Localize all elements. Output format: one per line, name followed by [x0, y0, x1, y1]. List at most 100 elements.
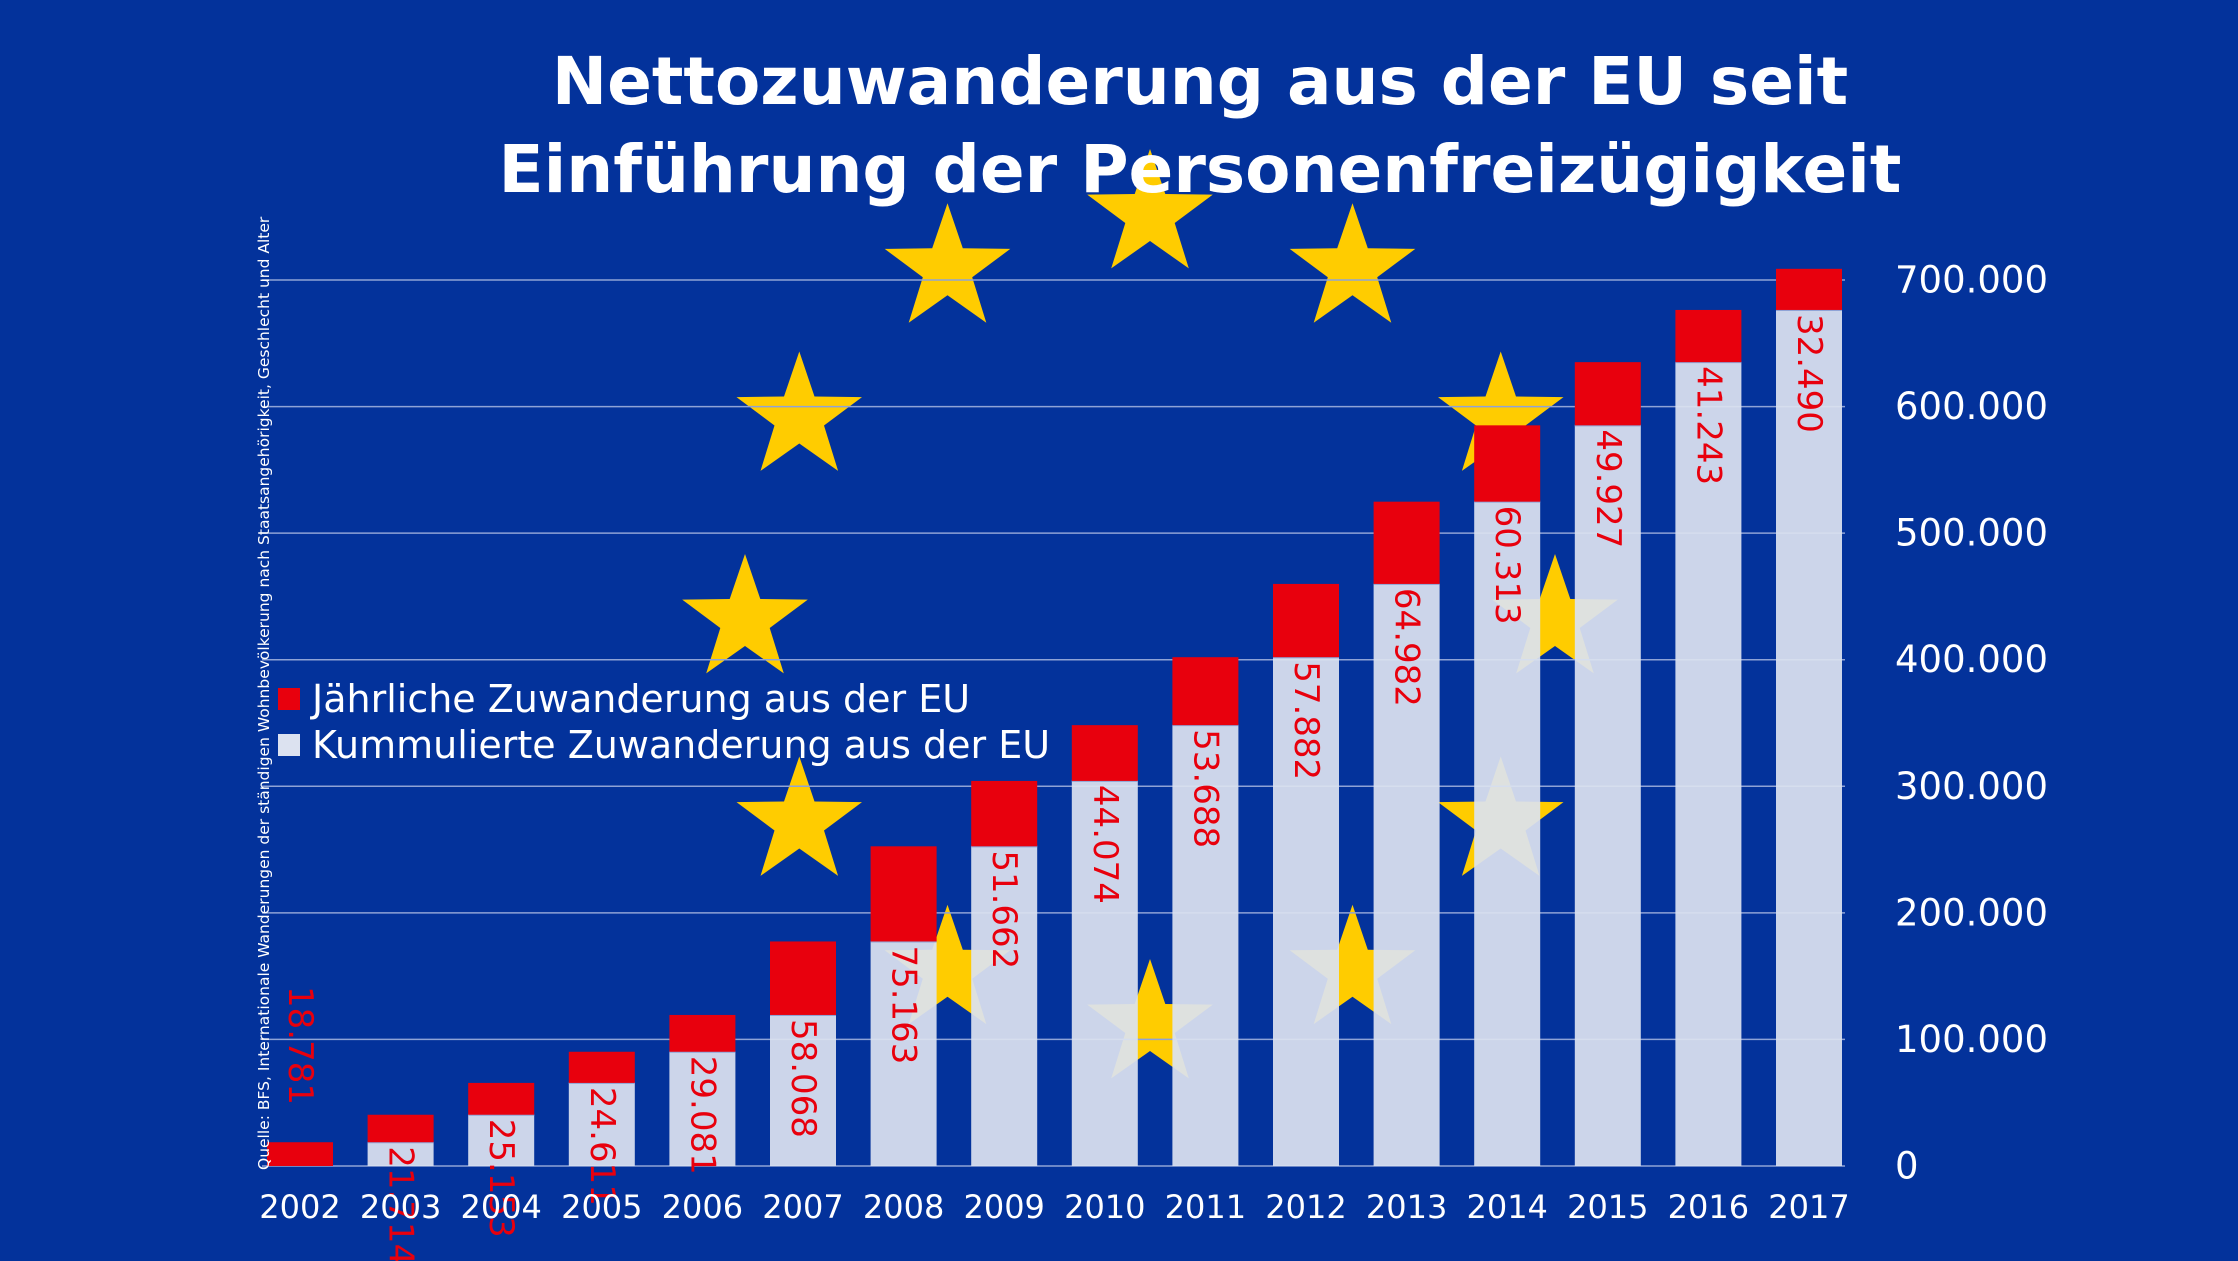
- data-label: 58.068: [783, 1019, 823, 1138]
- bar-annual: [1474, 425, 1541, 502]
- x-tick-label: 2008: [863, 1188, 944, 1226]
- data-label: 53.688: [1185, 729, 1225, 848]
- bar-cumulative: [770, 1014, 836, 1166]
- x-axis-ticks: 2002 2003 2004 2005 2006 2007 2008 2009 2010 2011…: [259, 1188, 1849, 1226]
- data-label: 51.662: [984, 850, 1024, 969]
- bar-cumulative: [870, 941, 937, 1166]
- bar-cumulative: [669, 1051, 736, 1166]
- bar-annual: [468, 1082, 535, 1115]
- bar-cumulative: [971, 846, 1038, 1166]
- x-tick-label: 2007: [762, 1188, 843, 1226]
- legend-swatch-annual: [278, 688, 300, 710]
- bar-annual: [870, 846, 937, 942]
- bar-cumulative: [568, 1082, 635, 1166]
- bar-annual: [1776, 268, 1842, 310]
- bar-annual: [568, 1051, 635, 1083]
- title-line-2: Einführung der Personenfreizügigkeit: [498, 131, 1902, 208]
- bar-cumulative: [367, 1142, 434, 1166]
- legend: Jährliche Zuwanderung aus der EU Kummuli…: [278, 676, 1050, 768]
- x-tick-label: 2002: [259, 1188, 340, 1226]
- x-tick-label: 2012: [1265, 1188, 1346, 1226]
- bar-cumulative: [1776, 309, 1842, 1166]
- x-tick-label: 2004: [460, 1188, 541, 1226]
- legend-item-cumulative: Kummulierte Zuwanderung aus der EU: [278, 722, 1050, 768]
- bar-cumulative: [1373, 583, 1440, 1166]
- y-tick-label: 700.000: [1895, 259, 2048, 302]
- bar-cumulative: [1071, 780, 1138, 1166]
- eu-star-icon: [1289, 203, 1416, 323]
- eu-star-icon: [1492, 554, 1618, 674]
- eu-star-icon: [1087, 149, 1213, 269]
- bar-annual: [267, 1142, 333, 1166]
- data-label: 64.982: [1387, 588, 1427, 707]
- eu-star-icon: [884, 904, 1011, 1025]
- x-tick-label: 2010: [1064, 1188, 1145, 1226]
- data-label: 18.781: [280, 986, 320, 1105]
- title-line-1: Nettozuwanderung aus der EU seit: [551, 43, 1849, 120]
- bar-annual: [669, 1014, 736, 1052]
- bar-annual: [367, 1114, 434, 1143]
- y-tick-label: 600.000: [1895, 385, 2048, 428]
- legend-swatch-cumulative: [278, 734, 300, 756]
- y-tick-label: 0: [1895, 1145, 1919, 1188]
- data-label: 24.611: [582, 1087, 622, 1206]
- data-label: 29.081: [682, 1056, 722, 1175]
- bar-annual: [770, 941, 836, 1015]
- legend-label-cumulative: Kummulierte Zuwanderung aus der EU: [312, 723, 1051, 767]
- x-tick-label: 2013: [1366, 1188, 1447, 1226]
- bar-cumulative: [1474, 501, 1541, 1166]
- data-label: 25.153: [481, 1119, 521, 1238]
- bars: [267, 268, 1842, 1166]
- data-label: 21.714: [381, 1146, 421, 1261]
- eu-star-icon: [682, 554, 808, 674]
- data-label: 60.313: [1487, 506, 1527, 625]
- y-tick-label: 500.000: [1895, 512, 2048, 555]
- bar-cumulative: [1675, 362, 1742, 1166]
- x-tick-label: 2011: [1165, 1188, 1246, 1226]
- y-tick-label: 300.000: [1895, 765, 2048, 808]
- chart-title: Nettozuwanderung aus der EU seit Einführ…: [300, 38, 2100, 214]
- eu-star-icon: [884, 203, 1011, 323]
- bar-annual: [1071, 725, 1138, 781]
- y-tick-label: 100.000: [1895, 1018, 2048, 1061]
- bar-annual: [1172, 657, 1239, 726]
- x-tick-label: 2009: [963, 1188, 1044, 1226]
- eu-stars: [682, 149, 1618, 1079]
- data-label: 41.243: [1688, 366, 1728, 485]
- x-tick-label: 2017: [1768, 1188, 1849, 1226]
- eu-star-icon: [736, 756, 862, 876]
- y-axis-ticks: 0 100.000 200.000 300.000 400.000 500.000 600.…: [1895, 259, 2048, 1188]
- data-label: 75.163: [884, 945, 924, 1064]
- data-labels: 18.781 21.714 25.153 24.611 29.081 58.068 75.1…: [280, 314, 1829, 1261]
- x-tick-label: 2006: [662, 1188, 743, 1226]
- eu-star-icon: [1087, 959, 1213, 1079]
- bar-cumulative: [1574, 425, 1641, 1166]
- data-label: 57.882: [1286, 661, 1326, 780]
- bar-cumulative: [1273, 657, 1339, 1166]
- bar-cumulative: [1172, 725, 1239, 1166]
- x-tick-label: 2003: [360, 1188, 441, 1226]
- x-tick-label: 2014: [1466, 1188, 1547, 1226]
- bar-annual: [1675, 309, 1742, 363]
- bar-annual: [1273, 583, 1339, 658]
- y-tick-label: 400.000: [1895, 638, 2048, 681]
- data-label: 44.074: [1085, 785, 1125, 904]
- x-tick-label: 2016: [1668, 1188, 1749, 1226]
- bar-annual: [971, 780, 1038, 847]
- bar-annual: [1373, 501, 1440, 584]
- eu-star-icon: [1289, 904, 1416, 1025]
- x-tick-label: 2015: [1567, 1188, 1648, 1226]
- bar-annual: [1574, 362, 1641, 426]
- legend-item-annual: Jährliche Zuwanderung aus der EU: [278, 676, 1050, 722]
- bar-cumulative: [468, 1114, 535, 1166]
- y-tick-label: 200.000: [1895, 891, 2048, 934]
- legend-label-annual: Jährliche Zuwanderung aus der EU: [312, 677, 971, 721]
- data-label: 32.490: [1789, 314, 1829, 433]
- eu-star-icon: [1438, 351, 1564, 471]
- eu-star-icon: [736, 351, 862, 471]
- x-tick-label: 2005: [561, 1188, 642, 1226]
- data-label: 49.927: [1588, 429, 1628, 548]
- source-note: Quelle: BFS, Internationale Wanderungen …: [255, 216, 273, 1170]
